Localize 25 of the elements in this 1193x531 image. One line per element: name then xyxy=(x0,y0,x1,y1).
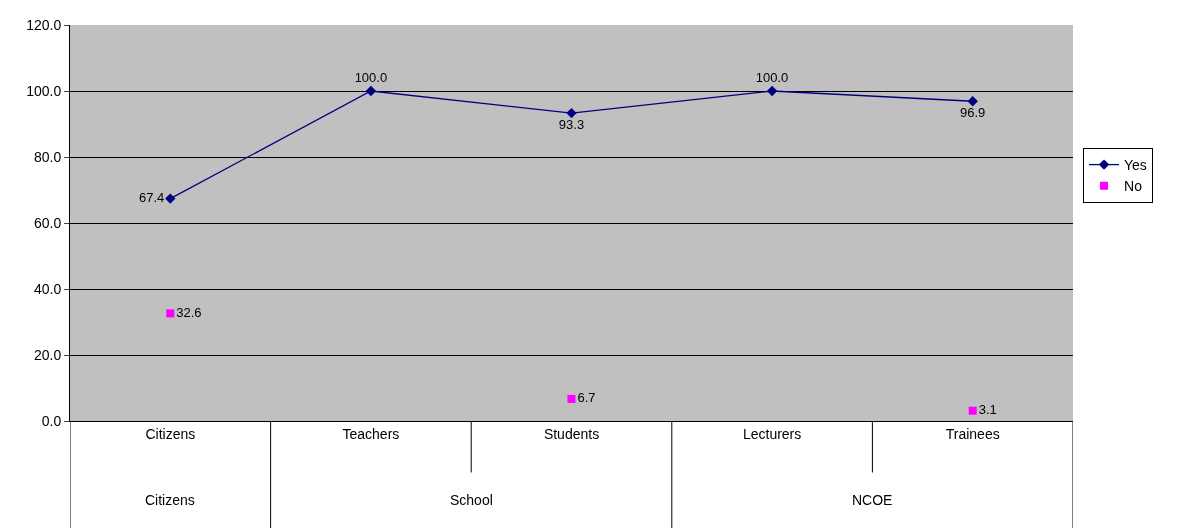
y-tick-label: 120.0 xyxy=(26,16,62,33)
text: School xyxy=(450,492,493,508)
x-tick-label: Trainees xyxy=(945,425,1000,442)
y-tick-label: 0.0 xyxy=(41,412,62,429)
data-label: 96.9 xyxy=(960,104,986,120)
text: Citizens xyxy=(145,492,195,508)
y-tick-label: 60.0 xyxy=(33,214,62,231)
x-tick-label: Students xyxy=(543,425,600,442)
data-label: 100.0 xyxy=(354,69,388,85)
data-label: 100.0 xyxy=(755,69,789,85)
data-label: 93.3 xyxy=(558,116,585,132)
data-label: 67.4 xyxy=(138,189,165,205)
x-tick-label: Lecturers xyxy=(742,425,802,442)
x-tick-label: Teachers xyxy=(342,425,400,442)
y-tick-label: 80.0 xyxy=(33,148,62,165)
data-label: 6.7 xyxy=(577,390,596,406)
text: NCOE xyxy=(852,492,893,508)
legend-label: No xyxy=(1124,178,1143,195)
y-tick-label: 40.0 xyxy=(33,280,62,297)
data-label: 32.6 xyxy=(176,304,202,320)
x-tick-label: Citizens xyxy=(145,425,196,442)
legend-label: Yes xyxy=(1124,157,1147,174)
data-label: 3.1 xyxy=(978,402,997,418)
y-tick-label: 100.0 xyxy=(26,82,62,99)
y-tick-label: 20.0 xyxy=(33,346,62,363)
